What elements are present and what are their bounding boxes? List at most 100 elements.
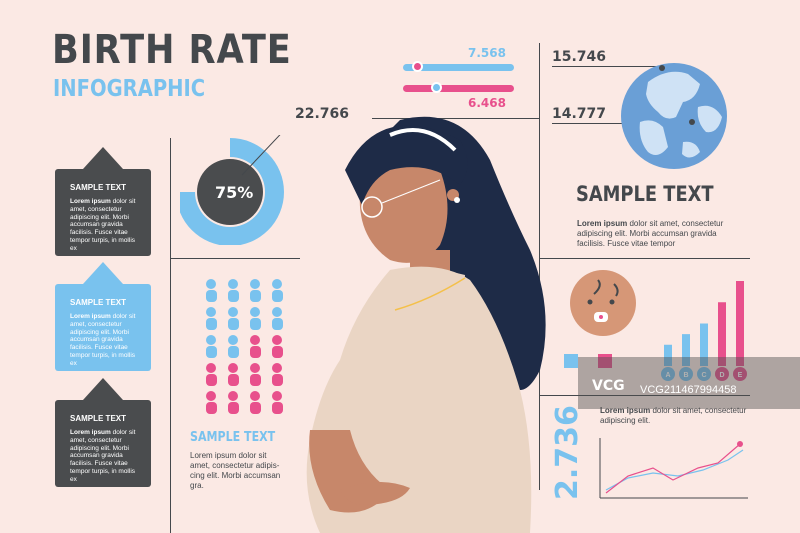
donut-percent-label: 75% [215,183,254,202]
card-heading: SAMPLE TEXT [70,183,127,192]
card-box: SAMPLE TEXT Lorem ipsum dolor sit amet, c… [55,400,151,487]
person-icon [228,335,239,358]
bar [736,281,744,366]
info-card: SAMPLE TEXT Lorem ipsum dolor sit amet, c… [55,262,151,379]
globe-top-line [552,66,662,67]
person-icon [272,363,283,386]
info-card: SAMPLE TEXT Lorem ipsum dolor sit amet, c… [55,147,151,264]
card-pointer [83,262,123,284]
globe-top-value: 15.746 [552,49,607,65]
card-body-text: dolor sit amet, consectetur adipiscing e… [70,313,136,367]
person-icon [228,391,239,414]
card-box: SAMPLE TEXT Lorem ipsum dolor sit amet, c… [55,169,151,256]
card-body-lead: Lorem ipsum [70,429,111,436]
globe-icon [621,63,727,169]
page-subtitle: INFOGRAPHIC [53,76,206,102]
bottom-right-lead: Lorem ipsum [600,406,651,415]
card-body: Lorem ipsum dolor sit amet, consectetur … [70,313,141,368]
divider-right-horizontal-top [539,258,750,259]
card-body: Lorem ipsum dolor sit amet, consectetur … [70,429,141,484]
bar-category-label: A [665,372,670,379]
card-pointer [83,147,123,169]
person-icon [250,307,261,330]
divider-top-horizontal [372,118,540,119]
person-icon [228,279,239,302]
bar [664,344,672,366]
watermark-logo: VCG [592,378,625,394]
right-body-text: dolor sit amet, consectetur adipiscing e… [577,219,724,248]
watermark-text: VCG211467994458 [640,384,737,396]
globe-bottom-value: 14.777 [552,106,607,122]
people-grid [206,279,283,414]
bar-category-badge [733,367,747,381]
slider-1[interactable] [403,64,514,71]
line-chart [599,438,748,499]
card-body-text: dolor sit amet, consectetur adipiscing e… [70,198,136,252]
divider-left-horizontal [170,258,300,259]
card-body-text: dolor sit amet, consectetur adipiscing e… [70,429,136,483]
card-box: SAMPLE TEXT Lorem ipsum dolor sit amet, c… [55,284,151,371]
person-icon [272,391,283,414]
slider-2-handle[interactable] [431,82,442,93]
line-series-blue [605,449,744,491]
right-heading: SAMPLE TEXT [576,182,714,206]
bar-category-label: E [738,372,743,379]
baby-face-icon [570,270,636,336]
card-body-lead: Lorem ipsum [70,313,111,320]
person-icon [206,363,217,386]
donut-chart [180,135,284,245]
card-heading: SAMPLE TEXT [70,298,127,307]
divider-right-vertical [539,43,540,490]
person-icon [206,335,217,358]
right-body-lead: Lorem ipsum [577,219,628,228]
bottom-left-body: Lorem ipsum dolor sit amet, consectetur … [190,451,281,490]
person-icon [206,391,217,414]
divider-left-vertical [170,138,171,533]
person-icon [228,307,239,330]
bar-category-label: C [701,372,706,379]
card-body-lead: Lorem ipsum [70,198,111,205]
bottom-right-body: Lorem ipsum dolor sit amet, consectetur … [600,406,750,426]
bottom-left-heading: SAMPLE TEXT [190,430,276,445]
slider-2-label: 6.468 [468,96,506,110]
donut-pointer-line [241,135,281,176]
person-icon [206,307,217,330]
donut-inner-circle [197,159,263,225]
pregnant-woman-illustration [306,116,546,533]
person-icon [250,363,261,386]
bar [718,302,726,366]
bar [682,334,690,366]
bar-chart: A B C D E [564,281,747,381]
card-body: Lorem ipsum dolor sit amet, consectetur … [70,198,141,253]
person-icon [228,363,239,386]
person-icon [250,391,261,414]
bar-category-badge [661,367,675,381]
donut-ring [180,138,284,245]
person-icon [250,335,261,358]
bar-category-badge [715,367,729,381]
right-body: Lorem ipsum dolor sit amet, consectetur … [577,219,742,249]
slider-1-label: 7.568 [468,46,506,60]
bar-category-label: D [719,372,724,379]
legend-square-pink [598,354,612,368]
slider-1-handle[interactable] [412,61,423,72]
info-card: SAMPLE TEXT Lorem ipsum dolor sit amet, c… [55,378,151,495]
card-heading: SAMPLE TEXT [70,414,127,423]
bottom-right-text: dolor sit amet, consectetur adipiscing e… [600,406,747,425]
slider-2[interactable] [403,85,514,92]
bar [700,323,708,366]
person-icon [272,307,283,330]
line-series-pink [605,443,741,494]
bar-category-badge [697,367,711,381]
divider-right-horizontal-mid [539,395,750,396]
legend-square-blue [564,354,578,368]
bar-category-badge [679,367,693,381]
page-title: BIRTH RATE [52,27,292,73]
card-pointer [83,378,123,400]
person-icon [272,279,283,302]
donut-value-label: 22.766 [295,106,350,122]
person-icon [250,279,261,302]
bar-category-label: B [683,372,688,379]
watermark-band [578,357,800,409]
person-icon [206,279,217,302]
